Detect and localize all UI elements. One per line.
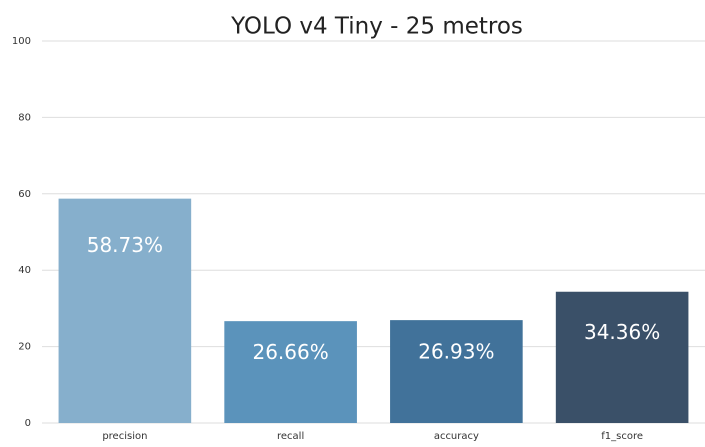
y-tick-label: 100 xyxy=(12,36,31,47)
value-label: 26.93% xyxy=(418,340,494,364)
y-tick-label: 20 xyxy=(18,342,31,353)
x-tick-label: recall xyxy=(277,431,304,442)
x-tick-label: accuracy xyxy=(434,431,479,442)
y-tick-label: 40 xyxy=(18,265,31,276)
bar xyxy=(390,320,523,423)
chart-title: YOLO v4 Tiny - 25 metros xyxy=(230,14,523,40)
x-tick-label: precision xyxy=(102,431,147,442)
value-label: 26.66% xyxy=(252,340,328,364)
value-label: 34.36% xyxy=(584,320,660,344)
y-tick-label: 80 xyxy=(18,112,31,123)
y-tick-label: 60 xyxy=(18,189,31,200)
bar xyxy=(58,198,192,423)
bar xyxy=(224,321,357,423)
bar xyxy=(555,291,689,423)
value-label: 58.73% xyxy=(87,233,163,257)
x-tick-label: f1_score xyxy=(601,431,643,442)
y-tick-label: 0 xyxy=(25,418,31,429)
